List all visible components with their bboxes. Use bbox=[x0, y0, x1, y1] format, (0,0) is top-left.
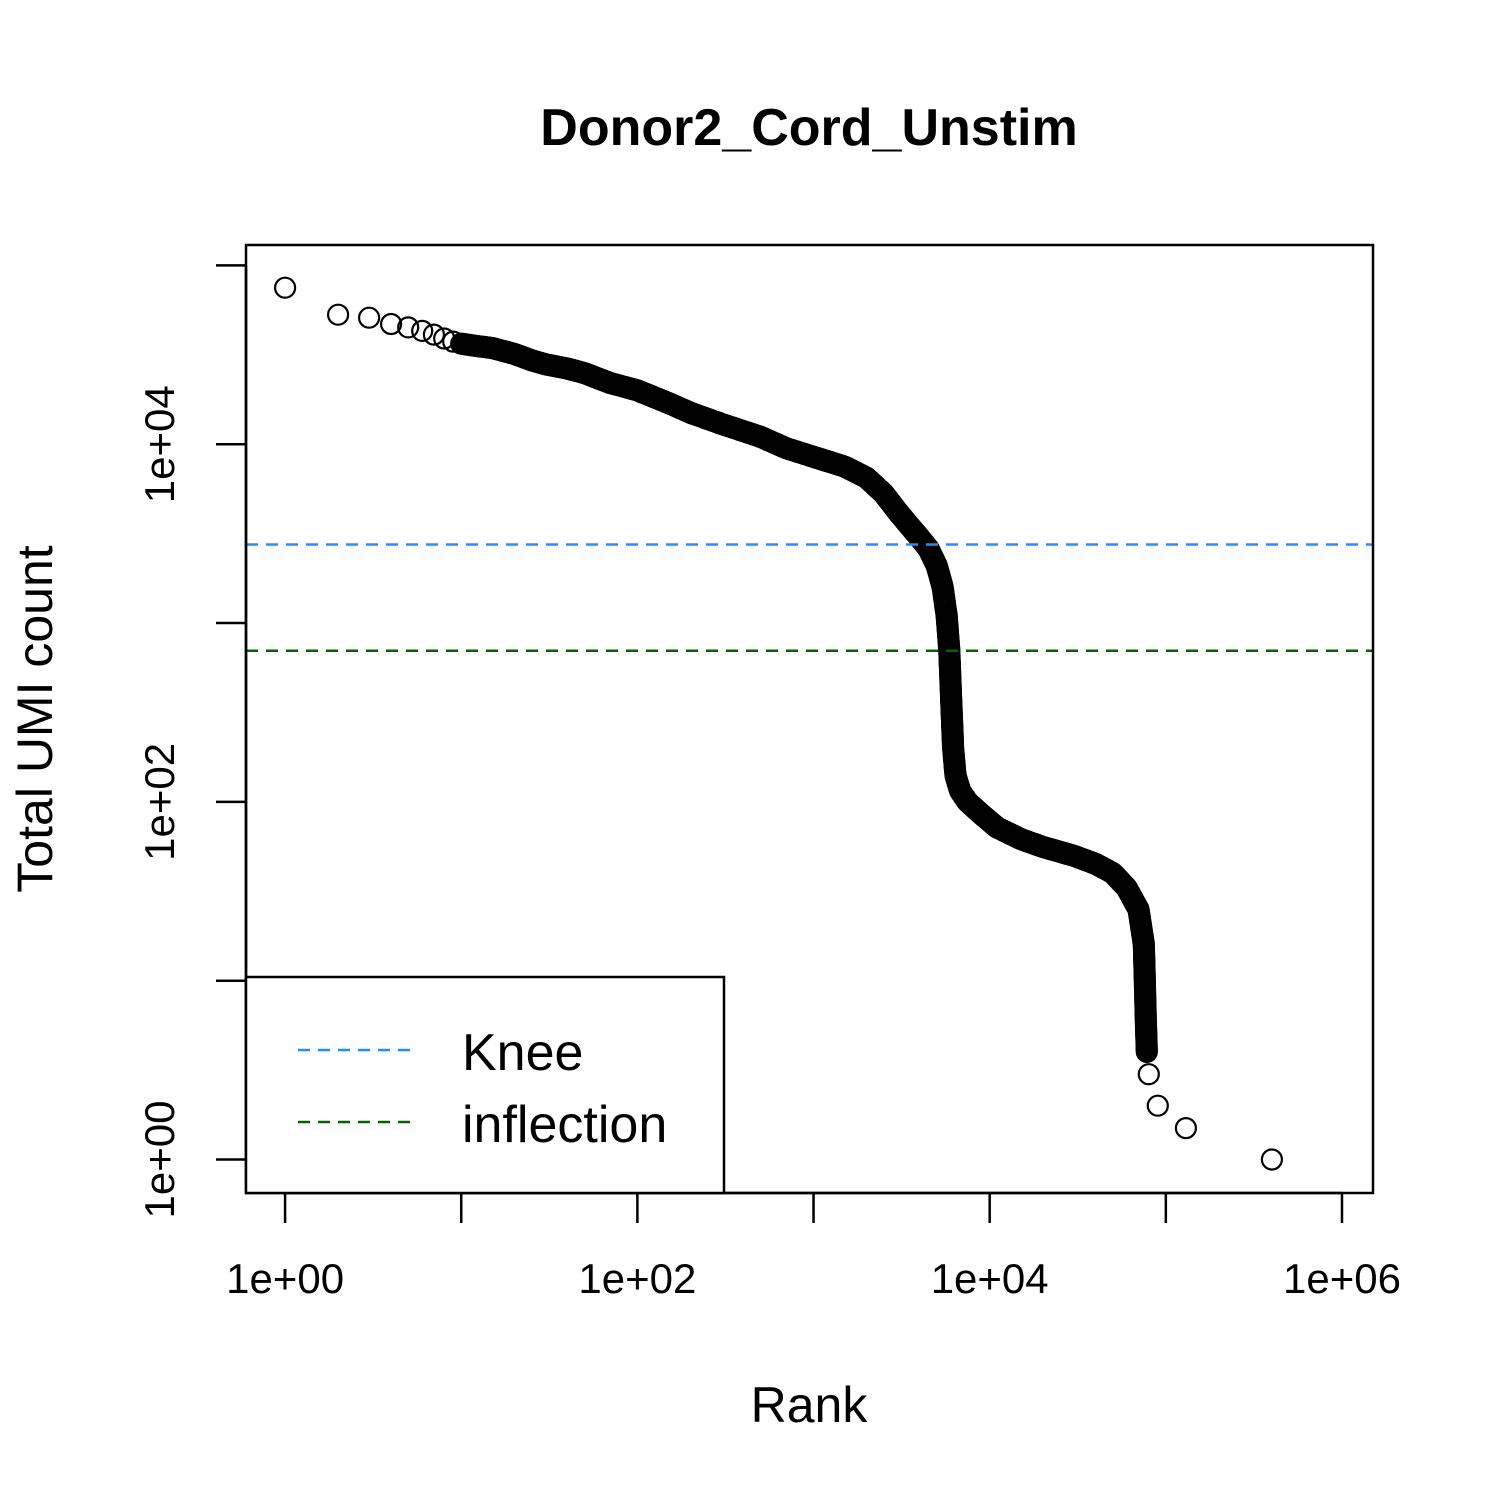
x-tick-label: 1e+00 bbox=[226, 1255, 344, 1302]
x-tick-label: 1e+04 bbox=[931, 1255, 1049, 1302]
y-tick-label: 1e+04 bbox=[136, 385, 183, 503]
y-tick-label: 1e+02 bbox=[136, 743, 183, 861]
x-tick-label: 1e+06 bbox=[1283, 1255, 1401, 1302]
data-point bbox=[380, 312, 403, 336]
legend-knee-label: Knee bbox=[462, 1024, 583, 1082]
x-axis-label: Rank bbox=[751, 1377, 869, 1433]
data-point bbox=[358, 306, 381, 329]
y-axis: 1e+00 1e+02 1e+04 bbox=[136, 264, 248, 1219]
data-point bbox=[1146, 1094, 1169, 1117]
legend-box bbox=[244, 975, 726, 1195]
data-point bbox=[422, 323, 445, 346]
data-point bbox=[411, 319, 434, 342]
chart-title: Donor2_Cord_Unstim bbox=[540, 99, 1077, 157]
data-point bbox=[1137, 1063, 1160, 1086]
legend: Knee inflection bbox=[244, 975, 726, 1195]
threshold-lines bbox=[246, 543, 1373, 652]
data-points bbox=[274, 276, 1284, 1171]
data-point bbox=[397, 316, 420, 339]
data-point bbox=[1135, 1040, 1158, 1064]
data-point bbox=[1174, 1116, 1198, 1140]
x-tick-label: 1e+02 bbox=[578, 1255, 696, 1302]
data-point bbox=[327, 303, 350, 326]
legend-inflection-label: inflection bbox=[462, 1096, 667, 1154]
y-axis-label: Total UMI count bbox=[7, 545, 63, 892]
x-axis: 1e+00 1e+02 1e+04 1e+06 bbox=[226, 1191, 1401, 1302]
y-tick-label: 1e+00 bbox=[136, 1101, 183, 1219]
data-point bbox=[1260, 1148, 1284, 1171]
data-point bbox=[274, 276, 297, 299]
